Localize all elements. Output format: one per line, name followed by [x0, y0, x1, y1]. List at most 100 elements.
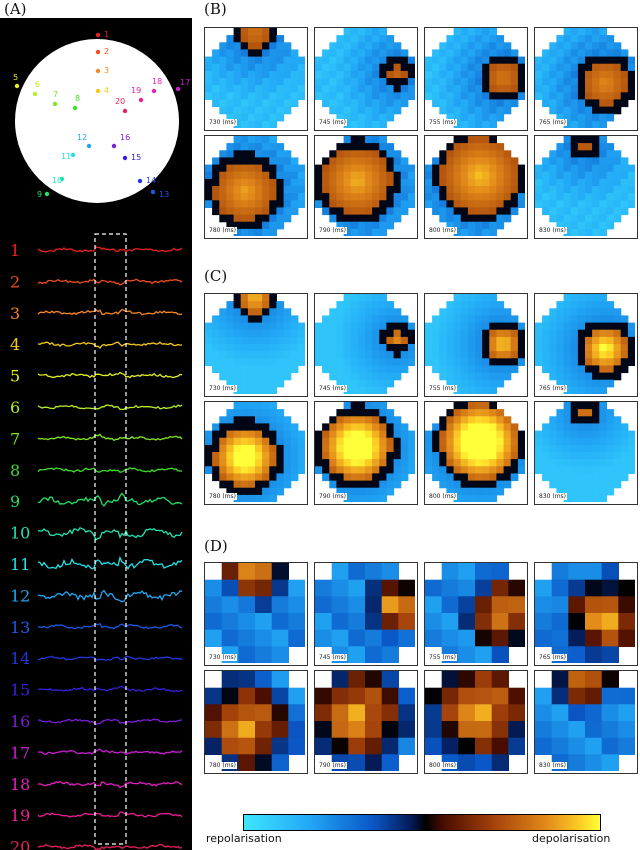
map-pixel — [269, 56, 277, 65]
map-pixel — [446, 193, 455, 201]
map-pixel — [343, 386, 352, 394]
map-pixel — [570, 480, 579, 489]
map-pixel — [432, 358, 440, 366]
map-pixel — [372, 178, 380, 187]
map-pixel — [226, 49, 235, 58]
map-pixel — [329, 150, 337, 158]
map-pixel — [238, 704, 256, 722]
map-pixel — [343, 85, 352, 93]
map-pixel — [322, 63, 330, 72]
map-frame: 730 (ms) — [205, 563, 305, 663]
map-pixel — [535, 78, 543, 86]
map-pixel — [269, 92, 277, 100]
map-pixel — [570, 409, 579, 417]
map-pixel — [551, 721, 569, 739]
map-pixel — [620, 178, 629, 187]
map-pixel — [446, 372, 455, 381]
map-pixel — [439, 430, 447, 439]
map-pixel — [233, 186, 242, 194]
map-pixel — [262, 28, 270, 36]
map-pixel — [379, 416, 387, 424]
map-pixel — [482, 70, 490, 79]
map-pixel — [365, 379, 373, 388]
map-pixel — [393, 336, 402, 345]
map-pixel — [315, 687, 333, 705]
map-pixel — [262, 70, 270, 79]
map-pixel — [446, 78, 455, 86]
map-pixel — [510, 70, 519, 79]
map-pixel — [269, 143, 277, 151]
map-pixel — [315, 437, 323, 446]
map-pixel — [233, 99, 242, 108]
map-frame: 730 (ms) — [205, 294, 305, 394]
map-pixel — [357, 56, 366, 65]
map-pixel — [372, 294, 380, 302]
map-pixel — [269, 200, 277, 208]
map-pixel — [549, 329, 557, 338]
map-pixel — [226, 466, 235, 474]
map-pixel — [585, 579, 603, 597]
map-pixel — [262, 480, 270, 489]
map-pixel — [255, 200, 263, 208]
map-pixel — [219, 157, 227, 166]
electrode-dot — [14, 83, 20, 89]
map-pixel — [247, 49, 256, 58]
map-pixel — [460, 56, 469, 65]
map-pixel — [482, 409, 490, 417]
map-pixel — [439, 63, 447, 72]
electrode-map-label: 10 — [52, 176, 62, 185]
map-pixel — [269, 365, 277, 374]
map-pixel — [315, 186, 323, 194]
map-pixel — [460, 351, 469, 359]
map-pixel — [577, 193, 586, 201]
map-pixel — [549, 49, 557, 58]
map-pixel — [453, 136, 462, 144]
map-pixel — [283, 78, 292, 86]
map-pixel — [475, 221, 483, 230]
map-pixel — [599, 452, 607, 460]
map-pixel — [315, 56, 323, 65]
map-pixel — [577, 365, 586, 374]
map-pixel — [425, 56, 433, 65]
map-pixel — [271, 687, 289, 705]
map-pixel — [425, 193, 433, 201]
map-pixel — [475, 358, 483, 366]
map-pixel — [460, 358, 469, 366]
map-pixel — [599, 228, 607, 236]
map-pixel — [365, 294, 373, 302]
electrode-map-label: 9 — [37, 190, 42, 199]
map-pixel — [336, 207, 345, 216]
map-pixel — [329, 106, 337, 115]
map-pixel — [570, 113, 579, 122]
map-pixel — [489, 487, 497, 496]
map-pixel — [439, 56, 447, 65]
map-pixel — [386, 35, 395, 43]
map-pixel — [219, 365, 227, 374]
map-pixel — [563, 430, 572, 439]
map-pixel — [592, 28, 600, 36]
map-pixel — [240, 164, 249, 173]
map-pixel — [549, 344, 557, 352]
map-pixel — [212, 423, 220, 432]
map-pixel — [489, 494, 497, 502]
trace-label: 18 — [10, 775, 30, 794]
map-pixel — [439, 344, 447, 352]
map-pixel — [407, 186, 415, 194]
map-pixel — [400, 344, 409, 352]
map-pixel — [620, 466, 629, 474]
map-pixel — [599, 365, 607, 374]
map-pixel — [563, 301, 572, 309]
map-pixel — [453, 70, 462, 79]
map-pixel — [432, 200, 440, 208]
map-pixel — [336, 379, 345, 388]
map-pixel — [240, 92, 249, 100]
map-pixel — [297, 430, 305, 439]
map-pixel — [372, 186, 380, 194]
map-pixel — [460, 430, 469, 439]
map-pixel — [432, 207, 440, 216]
map-pixel — [563, 70, 572, 79]
map-pixel — [489, 372, 497, 381]
map-pixel — [458, 687, 476, 705]
map-pixel — [489, 92, 497, 100]
map-pixel — [453, 294, 462, 302]
